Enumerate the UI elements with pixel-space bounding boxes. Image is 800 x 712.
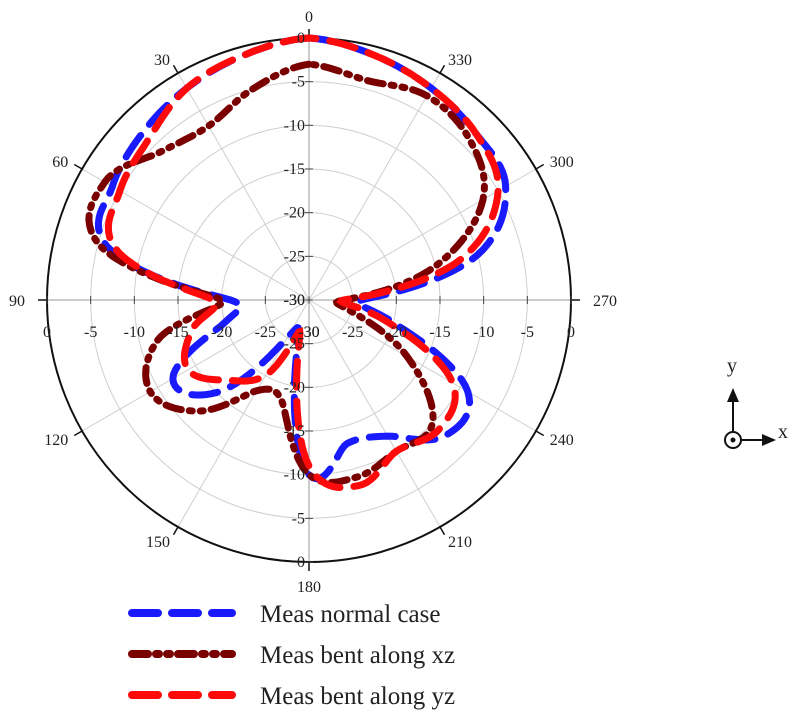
radial-tick-label-bottom: -15 — [284, 423, 305, 440]
angle-tick-label: 90 — [9, 293, 25, 310]
legend-label: Meas bent along yz — [260, 683, 455, 710]
grid-spoke — [81, 168, 310, 301]
chart-legend: Meas normal case Meas bent along xz Meas b… — [128, 601, 455, 710]
radial-tick-label-right: -25 — [342, 324, 363, 341]
coordinate-axes-indicator: y x — [724, 355, 788, 449]
outer-tick — [439, 64, 446, 74]
radial-tick-label-bottom: -25 — [284, 336, 305, 353]
radial-tick-label-right: 0 — [567, 324, 575, 341]
outer-tick — [172, 64, 179, 74]
radial-tick-label-top: -15 — [284, 161, 305, 178]
angle-tick-label: 210 — [448, 534, 472, 551]
radial-tick-label-right: -20 — [386, 324, 407, 341]
outer-tick — [172, 526, 179, 536]
grid-spoke — [308, 72, 441, 301]
x-arrow-head — [762, 434, 776, 446]
legend-label: Meas bent along xz — [260, 642, 455, 669]
radial-tick-label-bottom: -5 — [292, 510, 305, 527]
radial-tick-label-top: -10 — [284, 117, 305, 134]
radial-tick-label-bottom: -10 — [284, 467, 305, 484]
radial-tick-label-right: -30 — [298, 324, 319, 341]
angle-tick-label: 150 — [146, 534, 170, 551]
z-dot — [730, 437, 736, 443]
angle-tick-label: 180 — [297, 579, 321, 596]
outer-tick — [73, 163, 83, 170]
radial-tick-label-top: -25 — [284, 248, 305, 265]
radial-tick-label-top: -5 — [292, 74, 305, 91]
outer-tick — [535, 163, 545, 170]
angle-tick-labels: 0 30 60 90 120 150 180 210 240 270 300 330 — [9, 9, 617, 596]
outer-tick — [439, 526, 446, 536]
radial-tick-label-bottom: 0 — [297, 554, 305, 571]
radial-tick-label-left: -30 — [298, 324, 319, 341]
radial-tick-label-top: -20 — [284, 205, 305, 222]
radial-tick-label-left: -15 — [167, 324, 188, 341]
angle-tick-label: 330 — [448, 52, 472, 69]
y-arrow-head — [727, 388, 739, 402]
outer-tick — [535, 430, 545, 437]
radial-tick-label-left: 0 — [43, 324, 51, 341]
grid-spoke — [308, 299, 537, 432]
polar-grid — [38, 29, 580, 571]
y-axis-letter: y — [727, 355, 737, 377]
radial-tick-label-left: -5 — [84, 324, 97, 341]
angle-tick-label: 30 — [154, 52, 170, 69]
legend-label: Meas normal case — [260, 601, 440, 628]
x-axis-letter: x — [778, 421, 788, 443]
radial-tick-label-top: 0 — [297, 30, 305, 47]
radial-tick-label-left: -10 — [124, 324, 145, 341]
angle-tick-label: 60 — [52, 154, 68, 171]
radial-tick-label-bottom: -30 — [284, 292, 305, 309]
series-group — [85, 34, 510, 492]
radial-tick-label-left: -20 — [211, 324, 232, 341]
radial-tick-label-left: -25 — [255, 324, 276, 341]
angle-tick-label: 240 — [550, 432, 574, 449]
radial-tick-label-bottom: -20 — [284, 379, 305, 396]
grid-spoke — [81, 299, 310, 432]
radial-tick-label-right: -5 — [521, 324, 534, 341]
radial-tick-label-right: -15 — [429, 324, 450, 341]
angle-tick-label: 270 — [593, 293, 617, 310]
radial-tick-label-top: -30 — [284, 292, 305, 309]
angle-tick-label: 0 — [305, 9, 313, 26]
radial-tick-label-right: -10 — [473, 324, 494, 341]
angle-tick-label: 120 — [44, 432, 68, 449]
angle-tick-label: 300 — [550, 154, 574, 171]
outer-tick — [73, 430, 83, 437]
grid-spoke — [177, 72, 310, 301]
grid-spoke — [308, 299, 441, 528]
radial-tick-labels: 0-5-10-15-20-25-30-30-25-20-15-10-500 -5-… — [43, 30, 575, 571]
